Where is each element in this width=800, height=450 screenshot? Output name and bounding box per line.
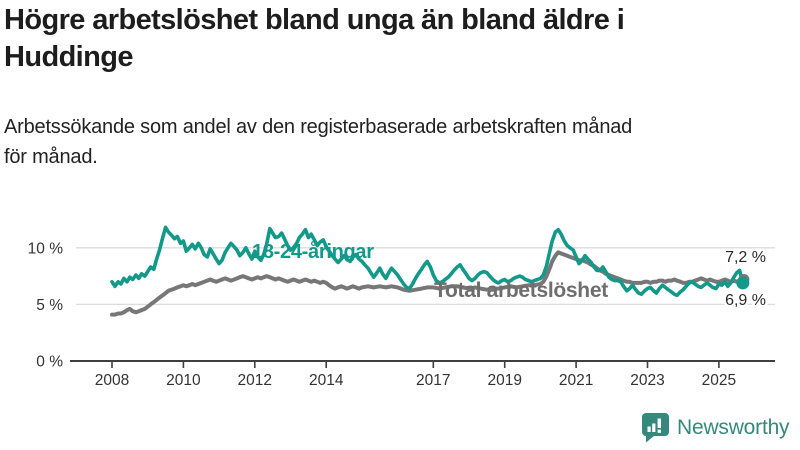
series-end-value-total: 7,2 % bbox=[725, 249, 766, 266]
logo-bar-2 bbox=[652, 423, 656, 432]
series-line-youth bbox=[110, 225, 745, 298]
x-tick-label: 2012 bbox=[238, 372, 272, 389]
series-line-total bbox=[110, 250, 746, 317]
series-end-dot-youth bbox=[736, 276, 750, 290]
brand-footer: Newsworthy bbox=[641, 412, 790, 443]
x-tick-label: 2021 bbox=[559, 372, 593, 389]
newsworthy-logo-icon bbox=[642, 413, 669, 443]
chart-subtitle-line2: för månad. bbox=[4, 146, 98, 168]
series-end-value-youth: 6,9 % bbox=[725, 292, 766, 309]
brand-name: Newsworthy bbox=[677, 415, 790, 439]
x-tick-label: 2017 bbox=[416, 372, 450, 389]
logo-exclamation-dot bbox=[657, 429, 661, 433]
x-tick-label: 2023 bbox=[630, 372, 664, 389]
chart-title-line2: Huddinge bbox=[4, 40, 134, 73]
chart-title: Högre arbetslöshet bland unga än bland ä… bbox=[4, 2, 784, 75]
y-axis-label: 10 % bbox=[28, 240, 64, 257]
x-tick-label: 2008 bbox=[95, 372, 129, 389]
x-tick-label: 2014 bbox=[309, 372, 344, 389]
series-label-youth: 18-24-åringar bbox=[252, 240, 374, 263]
y-axis-label: 5 % bbox=[36, 297, 63, 314]
y-axis-label: 0 % bbox=[36, 354, 63, 371]
chart-subtitle: Arbetssökande som andel av den registerb… bbox=[4, 112, 794, 172]
x-tick-label: 2010 bbox=[166, 372, 201, 389]
x-tick-label: 2019 bbox=[487, 372, 521, 389]
x-tick-label: 2025 bbox=[702, 372, 736, 389]
chart-title-line1: Högre arbetslöshet bland unga än bland ä… bbox=[4, 4, 625, 36]
unemployment-line-chart: 0 % 5 % 10 % 2008 2010 2012 2014 2017 2019 2021 20… bbox=[28, 225, 775, 389]
chart-subtitle-line1: Arbetssökande som andel av den registerb… bbox=[4, 116, 633, 138]
series-label-total: Total arbetslöshet bbox=[434, 279, 608, 302]
logo-bar-1 bbox=[647, 426, 651, 432]
logo-exclamation-bar bbox=[657, 418, 661, 428]
